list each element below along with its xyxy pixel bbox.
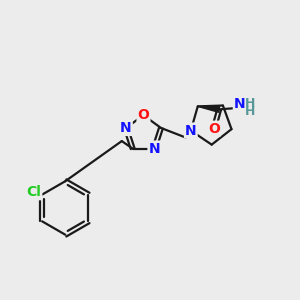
Text: N: N — [148, 142, 160, 156]
Text: N: N — [120, 121, 132, 135]
Text: O: O — [137, 108, 149, 122]
Polygon shape — [198, 106, 220, 112]
Text: N: N — [234, 97, 245, 111]
Text: N: N — [185, 124, 196, 138]
Text: O: O — [208, 122, 220, 136]
Text: H: H — [245, 105, 255, 118]
Text: H: H — [245, 97, 255, 110]
Text: Cl: Cl — [26, 185, 41, 199]
